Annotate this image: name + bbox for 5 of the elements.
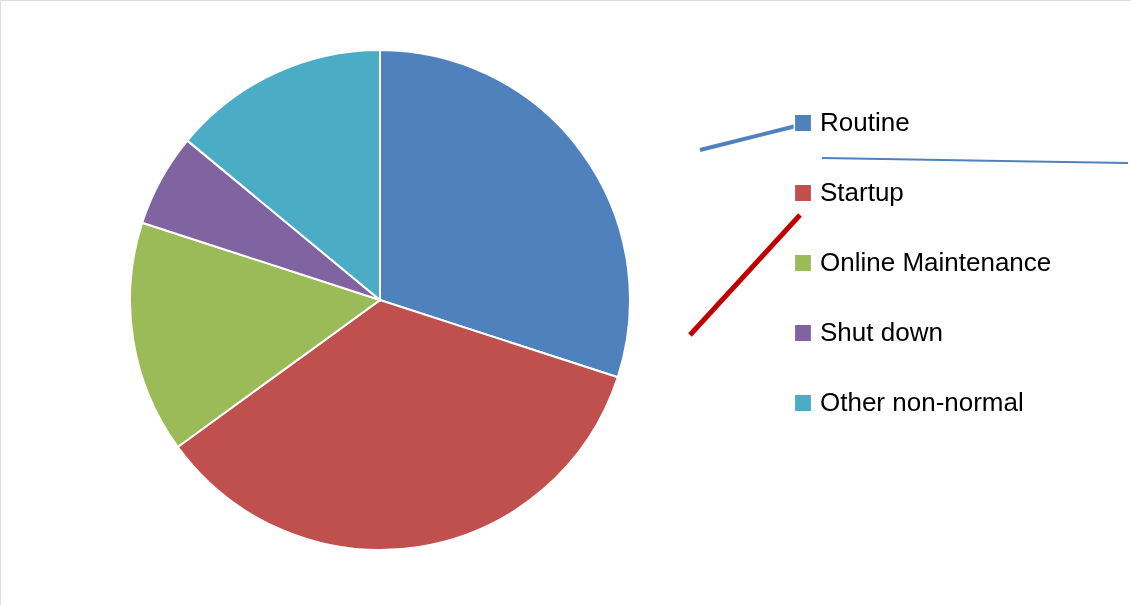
legend-label: Other non-normal [820, 387, 1024, 417]
legend-label: Online Maintenance [820, 247, 1052, 277]
legend-label: Startup [820, 177, 904, 207]
legend-label: Shut down [820, 317, 943, 347]
legend-label: Routine [820, 107, 910, 137]
